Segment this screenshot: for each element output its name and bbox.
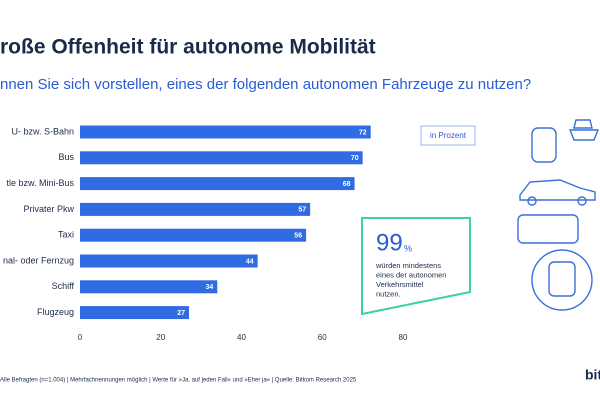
x-tick-label: 80 (399, 333, 408, 342)
bar (80, 254, 258, 268)
callout-value: 99 (376, 229, 403, 256)
ship-icon (568, 119, 600, 141)
y-tick-label: Flugzeug (37, 307, 74, 317)
callout-text: würden mindestens (375, 261, 441, 270)
source: Alle Befragten (n=1.004) | Mehrfachnennu… (0, 378, 357, 384)
value-label: 70 (351, 155, 359, 162)
unit-note: in Prozent (430, 131, 467, 140)
value-label: 72 (359, 129, 367, 136)
wheel (577, 196, 587, 206)
y-tick-label: Schiff (52, 281, 75, 291)
wheel (527, 196, 537, 206)
bar (80, 306, 190, 320)
bar (80, 151, 363, 165)
y-tick-label: tle bzw. Mini-Bus (6, 178, 74, 188)
bar (80, 177, 355, 191)
bar (80, 125, 371, 139)
y-tick-label: U- bzw. S-Bahn (11, 126, 74, 136)
bar (80, 228, 307, 242)
y-tick-label: nal- oder Fernzug (3, 255, 74, 265)
y-tick-label: Bus (58, 152, 74, 162)
callout-text: Verkehrsmittel (376, 280, 424, 289)
logo: bit (585, 367, 600, 383)
icons (517, 119, 600, 311)
bar (80, 280, 218, 294)
callout-unit: % (404, 243, 412, 253)
value-label: 68 (343, 181, 351, 188)
car-icon (519, 179, 596, 201)
bar (80, 202, 311, 216)
value-label: 44 (246, 258, 254, 265)
bus-icon (517, 214, 579, 244)
y-tick-label: Taxi (58, 230, 74, 240)
value-label: 27 (177, 310, 185, 317)
unit-box (420, 125, 476, 146)
x-tick-label: 20 (156, 333, 165, 342)
value-label: 57 (298, 207, 306, 214)
callout-box (361, 217, 471, 316)
y-tick-label: Privater Pkw (23, 204, 74, 214)
chart-title: roße Offenheit für autonome Mobilität (0, 36, 376, 59)
x-tick-label: 0 (78, 333, 83, 342)
tram-icon (531, 249, 593, 311)
chart-subtitle: nnen Sie sich vorstellen, eines der folg… (0, 76, 531, 93)
value-label: 34 (205, 284, 213, 291)
callout-text: nutzen. (376, 289, 401, 298)
callout-text: eines der autonomen (376, 270, 446, 279)
train-icon (531, 127, 557, 163)
x-tick-label: 60 (318, 333, 327, 342)
x-tick-label: 40 (237, 333, 246, 342)
tram-body (548, 261, 576, 297)
value-label: 56 (294, 233, 302, 240)
